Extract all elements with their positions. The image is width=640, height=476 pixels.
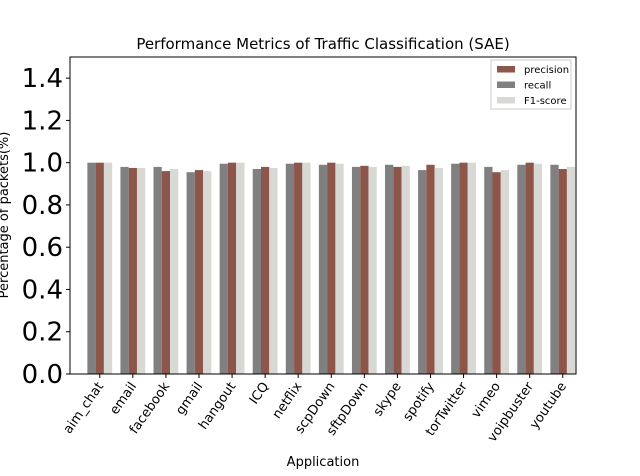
bar-f1-score-vimeo <box>500 170 510 374</box>
y-tick-label: 0.6 <box>22 233 63 263</box>
bar-recall-gmail <box>186 172 195 374</box>
legend-label-precision: precision <box>524 65 569 76</box>
bar-f1-score-aim-chat <box>103 162 113 374</box>
bar-recall-icq <box>252 169 261 374</box>
bar-f1-score-facebook <box>170 169 179 374</box>
legend-label-recall: recall <box>524 81 551 92</box>
bar-recall-youtube <box>550 164 559 374</box>
y-tick-label: 1.2 <box>22 106 63 136</box>
bar-precision-gmail <box>194 170 204 374</box>
bar-recall-hangout <box>219 163 228 374</box>
bar-f1-score-sftpdown <box>368 166 377 374</box>
bar-precision-hangout <box>227 162 237 374</box>
y-tick-label: 0.0 <box>22 360 63 390</box>
legend-swatch-f1-score <box>497 97 515 104</box>
bar-group <box>87 162 576 374</box>
bar-precision-netflix <box>294 162 303 374</box>
bar-recall-email <box>120 166 129 374</box>
y-tick-label: 1.0 <box>22 149 63 179</box>
bar-f1-score-tortwitter <box>467 162 476 374</box>
bar-precision-icq <box>260 166 270 374</box>
bar-precision-voipbuster <box>525 162 534 374</box>
bar-recall-spotify <box>418 170 427 374</box>
bar-f1-score-gmail <box>203 171 212 374</box>
y-tick-label: 0.2 <box>22 318 63 348</box>
bar-f1-score-netflix <box>302 162 311 374</box>
bar-precision-email <box>128 167 137 374</box>
bar-recall-netflix <box>285 163 295 374</box>
bar-f1-score-spotify <box>434 167 443 374</box>
bar-f1-score-scpdown <box>335 163 344 374</box>
y-axis-ticks: 0.0 0.2 0.4 0.6 0.8 1.0 1.2 1.4 <box>22 64 70 390</box>
chart-legend: precision recall F1-score <box>490 59 572 110</box>
bar-f1-score-hangout <box>236 162 245 374</box>
bar-f1-score-youtube <box>566 166 576 374</box>
plot-area-frame <box>69 56 577 375</box>
bar-precision-skype <box>393 166 402 374</box>
bar-f1-score-email <box>136 167 146 374</box>
bar-recall-skype <box>385 164 394 374</box>
bar-recall-voipbuster <box>517 164 526 374</box>
bar-f1-score-skype <box>401 165 410 374</box>
y-tick-label: 1.4 <box>22 64 63 94</box>
bar-precision-sftpdown <box>360 165 369 374</box>
chart-title: Performance Metrics of Traffic Classific… <box>136 35 509 53</box>
bar-recall-sftpdown <box>351 166 361 374</box>
bar-precision-spotify <box>426 164 435 374</box>
legend-swatch-precision <box>497 66 515 73</box>
bar-precision-aim-chat <box>95 162 104 374</box>
bar-precision-tortwitter <box>459 162 468 374</box>
bar-f1-score-voipbuster <box>533 163 543 374</box>
bar-f1-score-icq <box>269 167 278 374</box>
bar-recall-aim-chat <box>87 162 96 374</box>
x-axis-label: Application <box>287 455 360 470</box>
y-tick-label: 0.8 <box>22 191 63 221</box>
bar-recall-vimeo <box>484 166 493 374</box>
bar-precision-vimeo <box>492 172 501 374</box>
y-axis-label: Percentage of packets(%) <box>0 132 12 299</box>
legend-label-f1-score: F1-score <box>524 96 567 107</box>
y-tick-label: 0.4 <box>22 275 63 305</box>
bar-recall-scpdown <box>318 164 328 374</box>
legend-swatch-recall <box>497 81 515 88</box>
bar-precision-scpdown <box>327 162 336 374</box>
bar-precision-youtube <box>558 169 567 374</box>
bar-recall-tortwitter <box>451 163 460 374</box>
bar-precision-facebook <box>161 171 171 374</box>
bar-recall-facebook <box>153 166 162 374</box>
